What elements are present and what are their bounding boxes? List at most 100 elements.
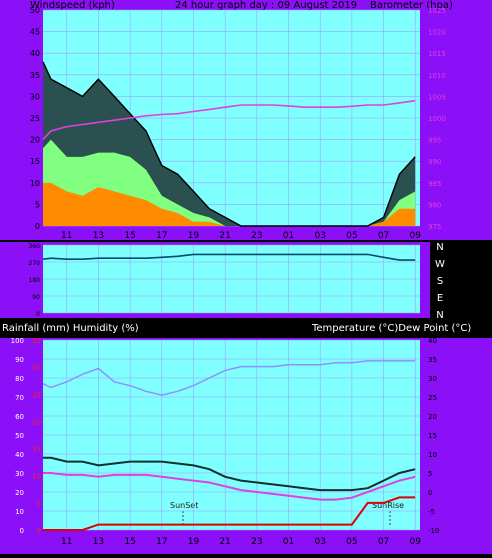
y-right-tick-label: 1020 <box>428 29 446 37</box>
temperature-line <box>43 456 416 492</box>
x-tick-label: 01 <box>283 231 294 241</box>
x-tick-label: 05 <box>346 537 357 547</box>
y-temp-tick-label: 20 <box>428 413 437 421</box>
y-left-tick-label: 40 <box>30 49 40 58</box>
x-tick-label: 21 <box>219 537 230 547</box>
y-right-tick-label: 990 <box>428 158 441 166</box>
x-tick-label: 23 <box>251 231 262 241</box>
y-left-tick-label: 50 <box>30 6 40 15</box>
y-rain-tick-label: 15 <box>32 446 41 454</box>
y-direction-tick-label: 0 <box>36 311 40 318</box>
barometer-line <box>42 99 416 141</box>
compass-label: N <box>436 310 443 321</box>
x-tick-label: 23 <box>251 537 262 547</box>
y-left-tick-label: 45 <box>30 28 40 37</box>
y-rain-tick-label: 25 <box>32 391 41 399</box>
y-humidity-tick-label: 100 <box>11 337 24 345</box>
x-tick-label: 11 <box>61 231 72 241</box>
y-temp-tick-label: 40 <box>428 337 437 345</box>
dew-point-line <box>43 472 416 501</box>
sunset-annotation: SunSet <box>170 501 198 510</box>
y-temp-tick-label: -10 <box>428 527 439 535</box>
y-direction-tick-label: 90 <box>32 294 40 301</box>
y-right-tick-label: 1005 <box>428 93 446 101</box>
x-tick-label: 05 <box>346 231 357 241</box>
y-right-tick-label: 1010 <box>428 72 446 80</box>
x-tick-label: 21 <box>219 231 230 241</box>
y-direction-tick-label: 360 <box>29 243 41 250</box>
y-rain-tick-label: 0 <box>37 527 41 535</box>
wind-low-area <box>43 182 416 226</box>
y-right-tick-label: 1025 <box>428 7 446 15</box>
x-tick-label: 15 <box>124 537 135 547</box>
y-left-tick-label: 35 <box>30 71 40 80</box>
temp-dew-label: Temperature (°C)Dew Point (°C) <box>311 323 471 334</box>
y-humidity-tick-label: 50 <box>15 432 24 440</box>
x-tick-label: 03 <box>314 231 325 241</box>
x-tick-label: 19 <box>188 231 200 241</box>
x-tick-label: 13 <box>93 537 104 547</box>
x-tick-label: 09 <box>410 537 422 547</box>
x-tick-label: 09 <box>410 231 422 241</box>
y-temp-tick-label: 25 <box>428 394 437 402</box>
y-right-tick-label: 980 <box>428 201 441 209</box>
y-left-tick-label: 0 <box>35 222 40 231</box>
y-temp-tick-label: 35 <box>428 356 437 364</box>
y-left-tick-label: 15 <box>30 157 40 166</box>
bottom-header-strip <box>0 318 492 338</box>
y-right-tick-label: 975 <box>428 223 441 231</box>
x-tick-label: 17 <box>156 231 167 241</box>
y-right-tick-label: 985 <box>428 180 441 188</box>
y-temp-tick-label: 0 <box>428 489 432 497</box>
y-humidity-tick-label: 40 <box>15 451 24 459</box>
y-temp-tick-label: 15 <box>428 432 437 440</box>
y-left-tick-label: 10 <box>30 179 40 188</box>
compass-label: S <box>437 276 443 287</box>
y-humidity-tick-label: 60 <box>15 413 24 421</box>
x-tick-label: 11 <box>61 537 72 547</box>
humidity-line <box>42 360 416 396</box>
y-right-tick-label: 1015 <box>428 50 446 58</box>
y-rain-tick-label: 35 <box>32 337 41 345</box>
y-temp-tick-label: 10 <box>428 451 437 459</box>
y-rain-tick-label: 5 <box>37 500 41 508</box>
sunrise-annotation: SunRise <box>372 501 404 510</box>
y-humidity-tick-label: 70 <box>15 394 24 402</box>
wind-direction-line <box>42 253 416 261</box>
barometer-label: Barometer (hpa) <box>370 0 453 11</box>
y-left-tick-label: 5 <box>35 200 40 209</box>
compass-label: E <box>437 293 443 304</box>
y-right-tick-label: 995 <box>428 137 441 145</box>
wind-gust-line <box>42 61 416 227</box>
chart-title: 24 hour graph day : 09 August 2019 <box>175 0 357 11</box>
x-tick-label: 03 <box>314 537 325 547</box>
compass-label: W <box>435 259 445 270</box>
x-tick-label: 19 <box>188 537 200 547</box>
y-right-tick-label: 1000 <box>428 115 446 123</box>
x-tick-label: 01 <box>283 537 294 547</box>
y-left-tick-label: 30 <box>30 92 40 101</box>
y-humidity-tick-label: 20 <box>15 489 24 497</box>
y-temp-tick-label: -5 <box>428 508 435 516</box>
y-rain-tick-label: 30 <box>32 364 41 372</box>
rainfall-line <box>43 496 416 531</box>
y-humidity-tick-label: 90 <box>15 356 24 364</box>
y-temp-tick-label: 5 <box>428 470 432 478</box>
y-direction-tick-label: 180 <box>29 277 41 284</box>
y-humidity-tick-label: 10 <box>15 508 24 516</box>
mid-right-gap <box>430 242 492 318</box>
y-rain-tick-label: 20 <box>32 418 41 426</box>
rain-humidity-label: Rainfall (mm) Humidity (%) <box>2 323 139 334</box>
x-tick-label: 15 <box>124 231 135 241</box>
x-tick-label: 17 <box>156 537 167 547</box>
y-rain-tick-label: 10 <box>32 473 41 481</box>
x-tick-label: 07 <box>378 537 389 547</box>
y-humidity-tick-label: 80 <box>15 375 24 383</box>
x-tick-label: 07 <box>378 231 389 241</box>
y-humidity-tick-label: 30 <box>15 470 24 478</box>
y-direction-tick-label: 270 <box>29 260 41 267</box>
windspeed-label: Windspeed (kph) <box>30 0 115 11</box>
compass-label: N <box>436 242 443 253</box>
